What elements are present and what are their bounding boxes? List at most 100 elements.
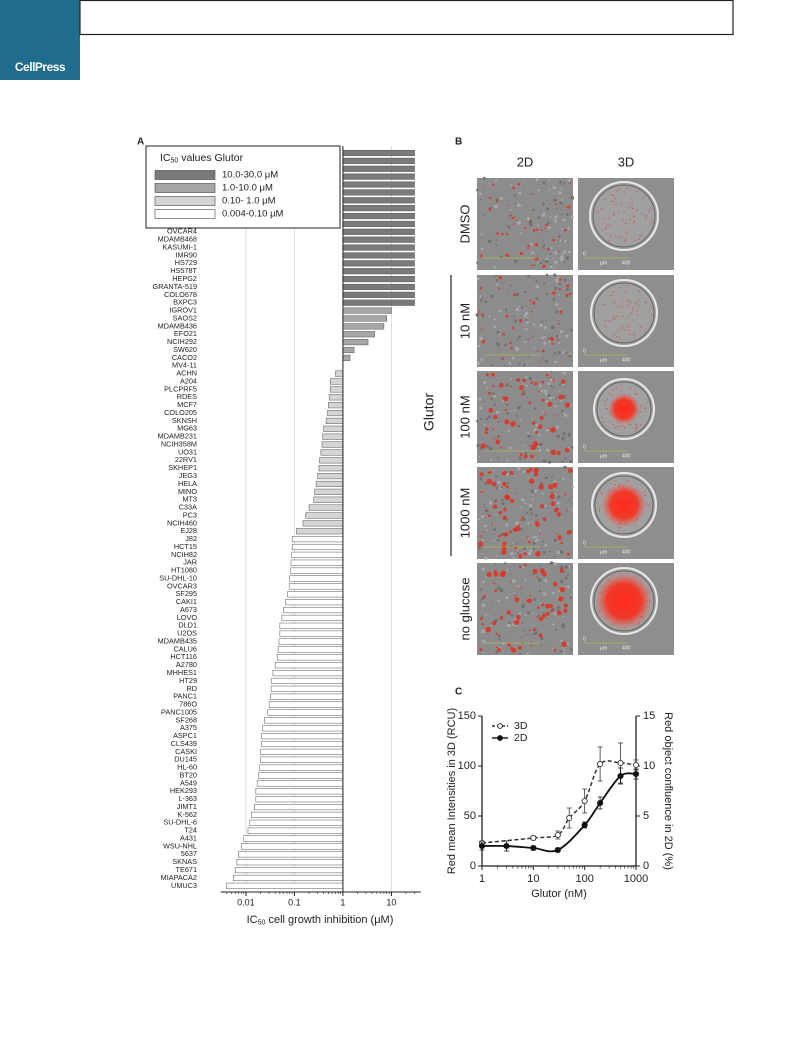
- category-label: SU-DHL-6: [163, 818, 197, 827]
- red-speckle: [603, 324, 605, 327]
- red-cell: [495, 632, 498, 635]
- red-speckle: [650, 218, 653, 221]
- texture: [553, 219, 557, 223]
- texture: [568, 250, 571, 254]
- red-speckle: [621, 306, 624, 308]
- texture: [563, 250, 567, 253]
- red-speckle: [629, 387, 632, 390]
- data-point: [554, 846, 561, 854]
- texture: [499, 255, 503, 259]
- texture: [495, 486, 498, 490]
- red-cell: [501, 232, 504, 236]
- scale-text: μm: [600, 453, 607, 459]
- red-speckle: [605, 319, 607, 321]
- red-cell: [505, 495, 511, 501]
- red-speckle: [650, 306, 652, 308]
- texture: [478, 397, 482, 401]
- red-cell: [509, 470, 514, 475]
- red-speckle: [646, 503, 649, 505]
- red-cell: [544, 412, 546, 414]
- texture: [546, 221, 550, 225]
- red-cell: [565, 206, 568, 208]
- red-cell: [498, 382, 504, 388]
- red-cell: [526, 469, 530, 474]
- texture: [545, 273, 549, 277]
- texture: [568, 499, 571, 501]
- category-label: RDES: [177, 392, 197, 401]
- texture: [501, 282, 504, 284]
- texture: [505, 308, 508, 310]
- texture: [481, 629, 485, 634]
- texture: [518, 191, 522, 195]
- red-cell: [502, 396, 506, 400]
- red-cell: [504, 532, 509, 537]
- texture: [545, 191, 547, 193]
- spheroid-rim: [593, 570, 655, 632]
- red-cell: [486, 572, 492, 578]
- red-speckle: [615, 427, 617, 429]
- spheroid: [590, 279, 658, 347]
- texture: [494, 437, 496, 440]
- texture: [532, 612, 535, 614]
- scale-text: 400: [622, 260, 631, 266]
- red-cell: [491, 428, 494, 431]
- texture: [497, 634, 501, 638]
- texture: [505, 596, 509, 599]
- bar: [342, 244, 415, 251]
- category-label: HEK293: [170, 786, 197, 795]
- texture: [520, 204, 522, 207]
- texture: [570, 328, 573, 332]
- red-cell: [491, 372, 495, 377]
- red-cell: [504, 419, 510, 425]
- row-label: 100 nM: [457, 395, 472, 438]
- red-cell: [564, 402, 571, 408]
- texture: [479, 299, 483, 302]
- texture: [545, 293, 549, 296]
- bar: [261, 740, 344, 748]
- texture: [552, 386, 555, 389]
- texture: [532, 573, 535, 576]
- red-cell: [540, 229, 543, 231]
- texture: [525, 376, 528, 379]
- red-cell: [550, 427, 556, 433]
- texture: [563, 386, 566, 388]
- texture: [560, 445, 563, 448]
- bar: [271, 677, 344, 685]
- texture: [481, 181, 483, 183]
- red-speckle: [608, 240, 610, 242]
- red-cell: [501, 544, 507, 551]
- category-label: CASKI: [175, 747, 197, 756]
- texture: [554, 215, 558, 219]
- texture: [521, 621, 524, 624]
- row-label: 1000 nM: [457, 488, 472, 539]
- red-cell: [553, 648, 557, 652]
- red-cell: [485, 373, 489, 377]
- red-cell: [565, 352, 568, 354]
- texture: [493, 528, 496, 532]
- texture: [477, 518, 480, 521]
- texture: [523, 290, 527, 294]
- scale-text: 0: [583, 444, 586, 450]
- red-speckle: [608, 217, 610, 219]
- red-speckle: [613, 318, 616, 321]
- red-cell: [496, 200, 499, 203]
- column-label: 2D: [517, 154, 534, 169]
- red-cell: [524, 226, 527, 229]
- red-cell: [546, 376, 548, 379]
- texture: [540, 320, 543, 323]
- texture: [478, 547, 481, 550]
- bar: [317, 473, 344, 480]
- texture: [486, 386, 489, 389]
- red-cell: [540, 603, 544, 607]
- bar: [315, 480, 344, 488]
- category-label: SKHEP1: [168, 463, 197, 472]
- red-cell: [560, 541, 564, 545]
- texture: [534, 631, 538, 635]
- texture: [520, 498, 525, 502]
- red-cell: [514, 594, 517, 597]
- bar: [288, 583, 344, 590]
- texture: [539, 565, 541, 568]
- texture: [515, 347, 520, 352]
- red-cell: [494, 499, 498, 503]
- red-cell: [548, 603, 553, 608]
